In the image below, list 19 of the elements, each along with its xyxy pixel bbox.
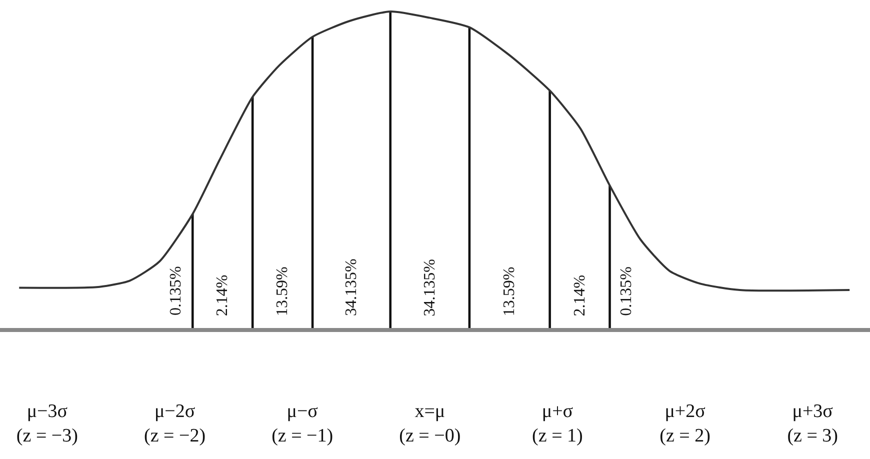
annotation: 13.59% (501, 266, 518, 316)
annotation: 0.135% (618, 266, 635, 316)
bar (608, 186, 611, 328)
x-tick-label: μ+σ (z = 1) (532, 400, 583, 446)
x-tick-label: μ−σ (z = −1) (272, 400, 334, 446)
annotation: 34.135% (342, 258, 360, 316)
annotation: 13.59% (274, 266, 292, 316)
bar (548, 90, 551, 328)
annotation: 2.14% (571, 274, 588, 316)
x-tick-label: μ+2σ (z = 2) (660, 400, 710, 446)
annotation: 34.135% (421, 259, 438, 316)
x-tick-label: μ−3σ (z = −3) (16, 400, 78, 446)
bar (389, 12, 392, 328)
x-tick-label: x=μ (z = −0) (399, 400, 461, 446)
x-tick-label: μ−2σ (z = −2) (144, 400, 206, 446)
bar (191, 214, 194, 328)
annotation: 0.135% (168, 266, 185, 316)
annotation: 2.14% (214, 274, 232, 316)
x-tick-label: μ+3σ (z = 3) (787, 400, 838, 446)
